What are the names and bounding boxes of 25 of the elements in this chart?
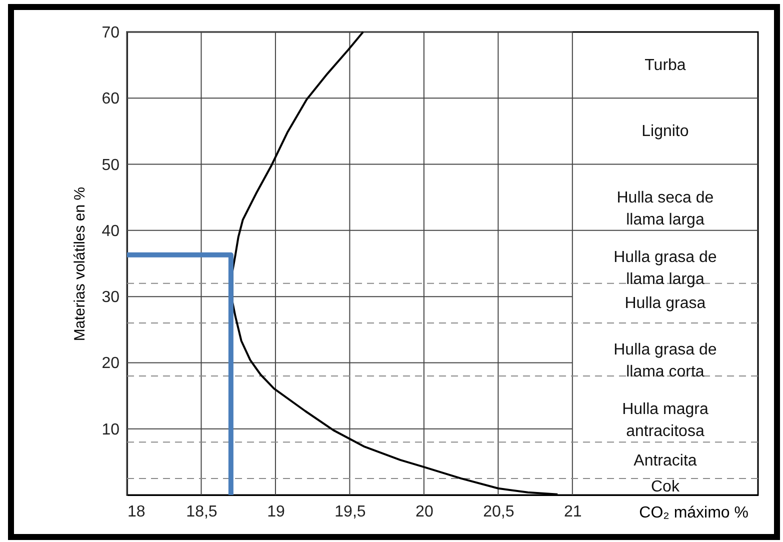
- y-tick-label: 60: [102, 90, 120, 108]
- annotation: Hulla grasa de llama corta: [614, 341, 717, 380]
- annotation: Hulla grasa de llama larga: [614, 248, 717, 288]
- annotation: Antracita: [634, 452, 697, 470]
- y-tick-label: 50: [102, 156, 120, 174]
- annotation: Turba: [644, 57, 686, 74]
- x-axis-title: CO₂ máximo %: [639, 504, 748, 522]
- y-tick-label: 70: [102, 24, 120, 42]
- x-tick-label: 19: [267, 504, 285, 520]
- x-tick-label: 21: [564, 504, 582, 520]
- annotation: Hulla grasa: [624, 295, 706, 312]
- y-tick-label: 10: [102, 421, 120, 438]
- annotation: Hulla magra antracitosa: [622, 401, 708, 440]
- x-tick-label: 18,5: [186, 504, 218, 520]
- x-tick-label: 20,5: [483, 504, 514, 520]
- y-tick-label: 20: [102, 355, 120, 372]
- x-tick-label: 18: [128, 504, 146, 520]
- y-axis-title: Materias volátiles en %: [72, 186, 89, 342]
- annotation: Lignito: [642, 123, 689, 140]
- y-tick-label: 30: [102, 289, 120, 306]
- x-tick-label: 20: [416, 504, 434, 520]
- annotation: Hulla seca de llama larga: [616, 189, 714, 228]
- y-tick-label: 40: [102, 222, 120, 240]
- annotation: Cok: [650, 478, 680, 496]
- x-tick-label: 19,5: [334, 504, 366, 520]
